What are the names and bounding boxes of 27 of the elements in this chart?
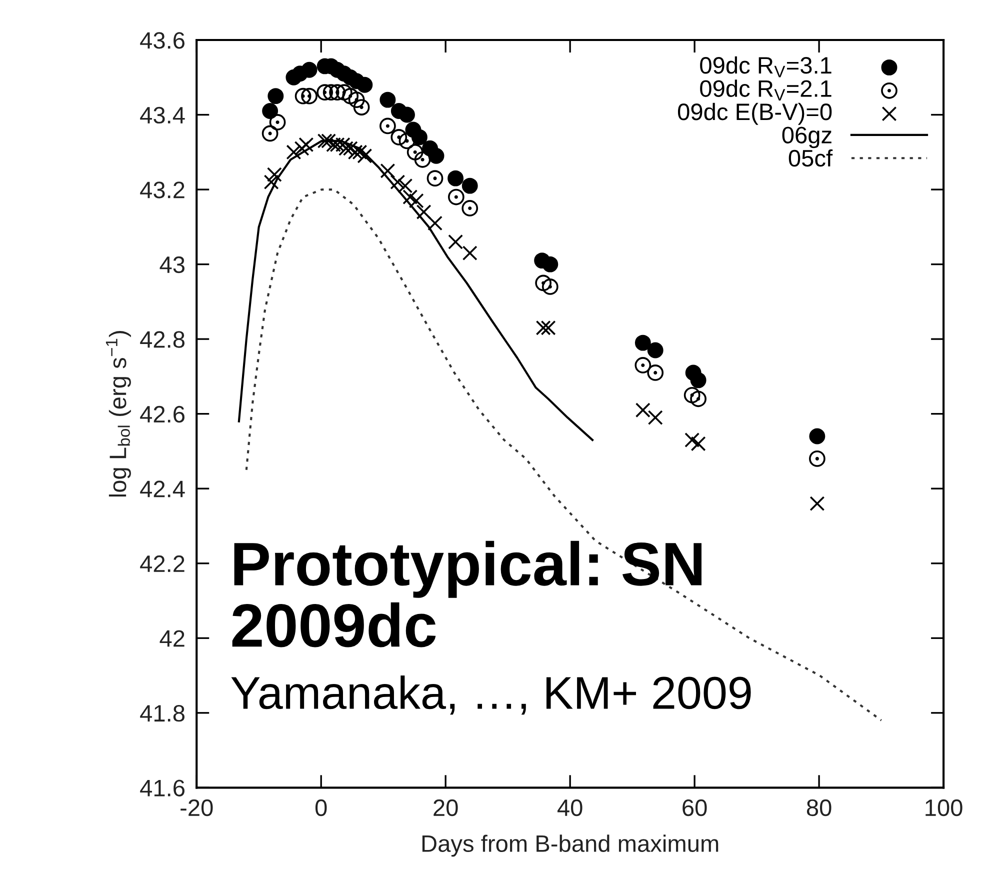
- y-tick-label: 43.6: [140, 32, 184, 49]
- legend-label: 09dc R$_{V}$=2.1: [700, 80, 832, 100]
- x-axis-title: Days from B-band maximum: [422, 834, 718, 857]
- y-tick-label: 42.6: [140, 406, 184, 423]
- y-tick-label: 42.8: [140, 331, 184, 348]
- y-tick-label: 43.2: [140, 182, 184, 198]
- legend-label: 09dc E(B-V)=0: [678, 102, 832, 125]
- x-tick-label: 20: [434, 799, 458, 816]
- legend-label: 09dc R$_{V}$=3.1: [700, 56, 832, 78]
- y-tick-label: 42: [160, 630, 184, 647]
- x-tick-label: 100: [926, 799, 962, 816]
- x-tick-label: 40: [557, 799, 582, 816]
- x-tick-label: 80: [806, 799, 832, 816]
- x-tick-label: 60: [682, 799, 707, 816]
- x-tick-label: -20: [180, 799, 213, 816]
- y-tick-label: 43: [160, 256, 184, 274]
- legend-label: 06gz: [782, 126, 832, 148]
- y-axis-title: log L$_{bol}$ (erg s$^{−1}$): [106, 331, 131, 497]
- y-tick-label: 42.4: [140, 480, 185, 498]
- annotation: Prototypical: SN 2009dc: [232, 540, 702, 648]
- y-tick-label: 41.8: [140, 704, 184, 722]
- legend-label: 05cf: [788, 149, 833, 167]
- annotation: Yamanaka, …, KM+ 2009: [231, 676, 751, 715]
- x-tick-label: 0: [315, 799, 327, 816]
- y-tick-label: 41.6: [140, 780, 184, 796]
- y-tick-label: 42.2: [140, 555, 184, 572]
- y-tick-label: 43.4: [140, 106, 185, 124]
